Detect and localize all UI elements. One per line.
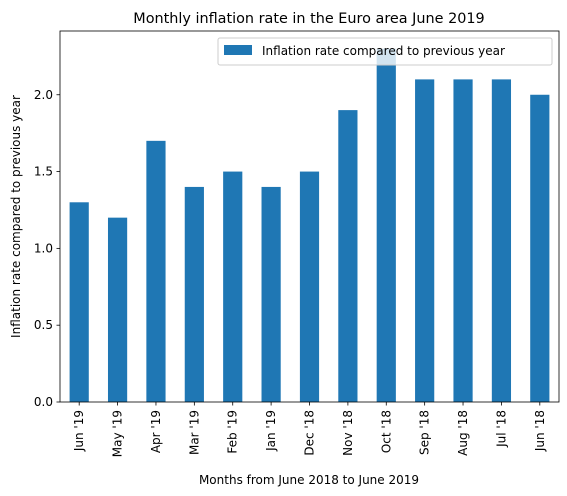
bar <box>415 79 435 403</box>
x-tick-label: Dec '18 <box>303 410 317 456</box>
x-tick-label: Feb '19 <box>226 410 240 454</box>
x-tick-label: Sep '18 <box>418 410 432 455</box>
legend-label: Inflation rate compared to previous year <box>262 44 505 58</box>
x-tick-label: Jan '19 <box>264 410 278 452</box>
x-tick-label: Nov '18 <box>341 410 355 456</box>
chart-title: Monthly inflation rate in the Euro area … <box>133 11 484 27</box>
legend-swatch <box>224 45 252 55</box>
bars-group <box>69 48 550 403</box>
bar <box>69 202 89 402</box>
x-axis: Jun '19 May '19 Apr '19 Mar '19 Feb '19 Jan '… <box>72 402 547 457</box>
x-tick-label: Aug '18 <box>456 410 470 456</box>
bar <box>376 48 396 403</box>
y-tick-label: 1.0 <box>34 241 53 255</box>
bar <box>261 186 281 402</box>
legend: Inflation rate compared to previous year <box>217 37 553 66</box>
x-tick-label: Jul '18 <box>494 410 508 448</box>
y-axis-label: Inflation rate compared to previous year <box>9 95 23 338</box>
plot-frame <box>59 30 560 403</box>
x-tick-label: Mar '19 <box>187 410 201 455</box>
y-tick-label: 1.5 <box>34 165 53 179</box>
x-tick-label: Oct '18 <box>379 410 393 453</box>
x-tick-label: Jun '19 <box>72 410 86 452</box>
legend-box <box>217 37 553 66</box>
bar <box>184 186 204 402</box>
bar <box>530 94 550 402</box>
bar <box>453 79 473 403</box>
bar <box>223 171 243 402</box>
x-tick-label: May '19 <box>111 410 125 457</box>
bar <box>491 79 512 403</box>
bar <box>146 140 166 402</box>
x-tick-label: Jun '18 <box>533 410 547 452</box>
x-axis-label: Months from June 2018 to June 2019 <box>199 473 419 487</box>
bar <box>338 110 358 403</box>
y-tick-label: 2.0 <box>34 88 53 102</box>
y-axis: 0.0 0.5 1.0 1.5 2.0 <box>34 88 60 409</box>
y-tick-label: 0.0 <box>34 395 53 409</box>
bar <box>299 171 320 402</box>
y-tick-label: 0.5 <box>34 318 53 332</box>
x-tick-label: Apr '19 <box>149 410 163 453</box>
bar <box>107 217 128 402</box>
